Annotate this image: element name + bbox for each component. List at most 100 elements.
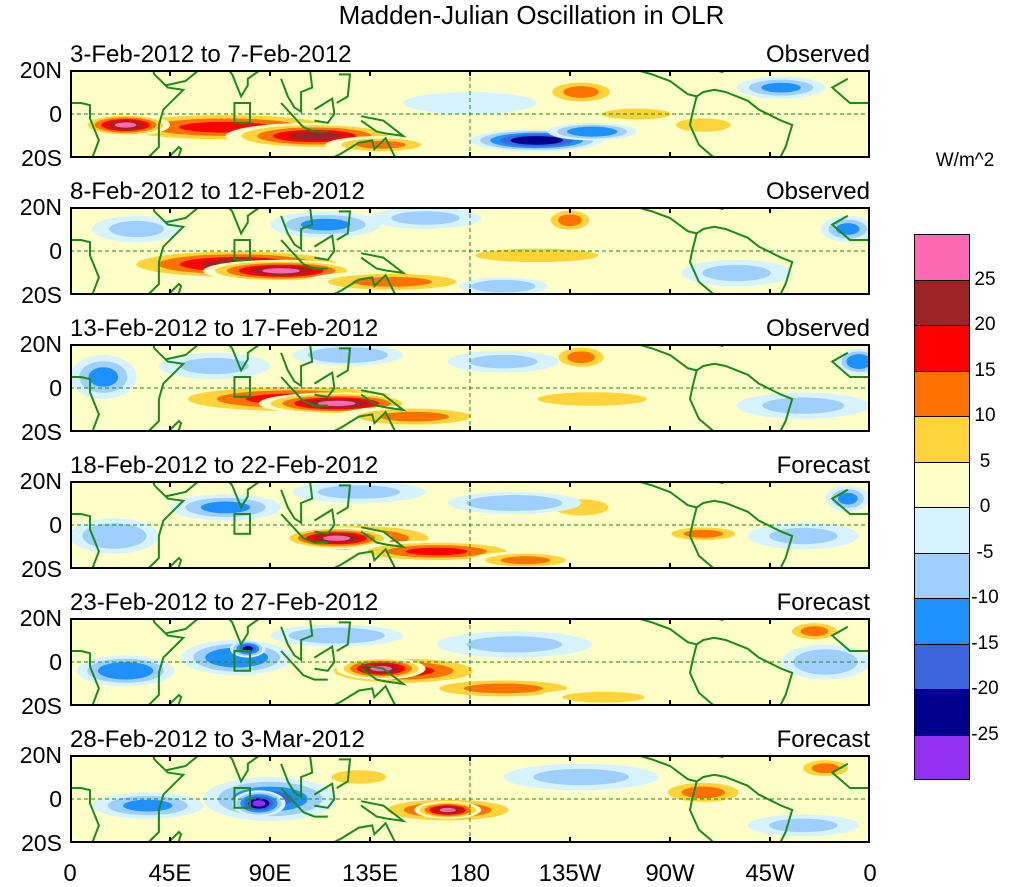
anomaly-contour xyxy=(109,220,165,238)
coastline xyxy=(280,239,328,270)
olr-map xyxy=(70,344,870,432)
anomaly-contour xyxy=(484,498,545,508)
y-tick-label: 20N xyxy=(19,605,62,631)
anomaly-contour xyxy=(769,818,838,833)
anomaly-contour xyxy=(562,691,645,703)
coastline xyxy=(280,650,328,681)
anomaly-contour xyxy=(108,665,143,677)
colorbar-level-label: 0 xyxy=(979,496,991,517)
coastline xyxy=(688,370,716,432)
panel-kind: Forecast xyxy=(776,589,870,616)
anomaly-contour xyxy=(123,799,173,812)
anomaly-contour xyxy=(469,354,538,369)
coastline xyxy=(360,389,407,412)
coastline xyxy=(329,821,398,843)
anomaly-contour xyxy=(356,140,406,149)
y-tick-label: 20S xyxy=(21,419,62,445)
coastline xyxy=(329,410,398,432)
coastline xyxy=(313,370,336,398)
anomaly-contour xyxy=(851,357,867,367)
coastline xyxy=(329,547,398,569)
anomaly-contour xyxy=(647,366,737,388)
coastline xyxy=(70,513,100,569)
coastline xyxy=(70,787,100,843)
anomaly-contour xyxy=(636,235,748,258)
colorbar-level-label: -25 xyxy=(971,723,999,745)
coastline xyxy=(360,663,407,686)
coastline xyxy=(227,344,262,373)
coastline xyxy=(147,207,186,295)
colorbar-level-label: -20 xyxy=(971,678,999,699)
anomaly-contour xyxy=(439,807,456,813)
coastline xyxy=(336,347,352,378)
panel-6: 28-Feb-2012 to 3-Mar-2012 Forecast 20N 0 20S xyxy=(20,727,870,855)
anomaly-contour xyxy=(200,501,251,514)
anomaly-contour xyxy=(483,282,524,291)
coastline xyxy=(636,207,794,295)
coastline xyxy=(227,70,262,99)
anomaly-contour xyxy=(811,763,840,774)
panel-period: 23-Feb-2012 to 27-Feb-2012 xyxy=(70,589,379,616)
anomaly-contour xyxy=(323,535,351,541)
panel-kind: Forecast xyxy=(776,726,870,753)
anomaly-contour xyxy=(405,547,468,556)
coastline xyxy=(636,344,794,432)
coastline xyxy=(280,70,314,114)
x-tick-label: 90W xyxy=(645,860,695,887)
coastline xyxy=(688,507,716,569)
coastline xyxy=(313,781,336,809)
anomaly-contour xyxy=(835,223,860,235)
olr-map xyxy=(70,481,870,569)
coastline xyxy=(280,755,314,799)
coastline xyxy=(280,344,314,388)
coastline xyxy=(165,481,200,498)
coastline xyxy=(280,618,314,662)
panel-kind: Forecast xyxy=(776,452,870,479)
anomaly-contour xyxy=(70,70,159,92)
anomaly-contour xyxy=(252,800,266,807)
colorbar-swatch xyxy=(914,507,970,553)
x-tick-label: 135W xyxy=(538,860,602,887)
coastline xyxy=(329,273,398,295)
coastline xyxy=(830,488,870,515)
coastline xyxy=(167,830,183,843)
panel-kind: Observed xyxy=(765,315,870,342)
olr-map xyxy=(70,207,870,295)
x-tick-label: 45E xyxy=(148,860,192,887)
coastline xyxy=(167,693,183,706)
coastline xyxy=(688,96,716,158)
coastline xyxy=(830,625,870,652)
y-tick-label: 20S xyxy=(21,693,62,719)
y-tick-label: 20N xyxy=(19,194,62,220)
y-tick-label: 20S xyxy=(21,145,62,171)
x-tick-label: 0 xyxy=(63,860,77,887)
colorbar xyxy=(914,234,970,780)
anomaly-contour xyxy=(379,411,450,422)
colorbar-level-label: 20 xyxy=(974,314,996,335)
coastline xyxy=(280,102,328,133)
anomaly-contour xyxy=(428,96,512,110)
coastline xyxy=(70,102,100,158)
anomaly-contour xyxy=(558,214,582,227)
coastline xyxy=(313,507,336,535)
chart-title: Madden-Julian Oscillation in OLR xyxy=(338,0,725,30)
coastline xyxy=(227,481,262,510)
index-box xyxy=(233,650,251,672)
y-tick-label: 0 xyxy=(49,375,62,401)
coastline xyxy=(360,115,407,138)
anomaly-contour xyxy=(563,86,599,98)
anomaly-contour xyxy=(88,367,119,387)
anomaly-contour xyxy=(307,630,367,641)
x-tick-label: 45W xyxy=(745,860,795,887)
panel-4: 18-Feb-2012 to 22-Feb-2012 Forecast 20N 0 20… xyxy=(20,453,870,581)
panel-period: 28-Feb-2012 to 3-Mar-2012 xyxy=(70,726,365,753)
coastline xyxy=(636,70,794,158)
anomaly-contour xyxy=(300,218,351,231)
coastline xyxy=(227,618,262,647)
coastline xyxy=(360,252,407,275)
colorbar-swatch xyxy=(914,234,970,280)
panel-period: 13-Feb-2012 to 17-Feb-2012 xyxy=(70,315,379,342)
panel-period: 18-Feb-2012 to 22-Feb-2012 xyxy=(70,452,379,479)
coastline xyxy=(336,73,352,104)
panel-period: 8-Feb-2012 to 12-Feb-2012 xyxy=(70,178,365,205)
